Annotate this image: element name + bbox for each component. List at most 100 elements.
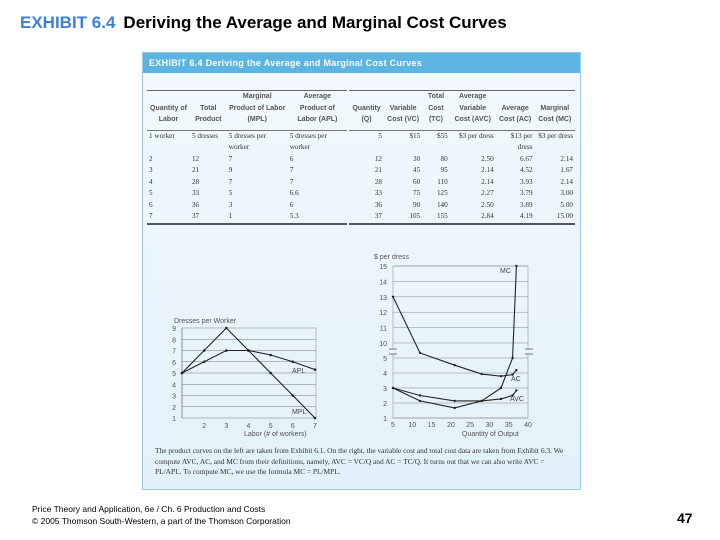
table-cell: 7 bbox=[289, 177, 294, 186]
table-cell: 12 bbox=[191, 154, 200, 163]
table-cell: 15.00 bbox=[556, 212, 573, 220]
table-cell: 105 bbox=[409, 212, 421, 220]
plot-border bbox=[392, 265, 529, 419]
table-row: 5 $15 $55 $3 per dress $13 per dress $3 per d… bbox=[349, 130, 575, 154]
table-row: 7 37 1 5.3 bbox=[147, 211, 347, 224]
table-cell: 3.79 bbox=[519, 189, 533, 197]
table-cell: $15 bbox=[409, 131, 421, 140]
x-tick-label: 35 bbox=[505, 422, 513, 429]
data-point bbox=[453, 406, 456, 410]
axis-break-mark bbox=[389, 349, 397, 354]
y-tick-label: 1 bbox=[172, 416, 176, 423]
data-point bbox=[499, 397, 503, 401]
series-line-mc bbox=[392, 265, 517, 409]
y-tick-label: 9 bbox=[172, 326, 176, 333]
table-cell: 2.14 bbox=[481, 166, 494, 174]
table-cell: 7 bbox=[228, 154, 233, 163]
column-header: Average Variable Cost (AVC) bbox=[454, 93, 491, 123]
x-tick-label: 4 bbox=[247, 423, 251, 430]
data-point bbox=[480, 372, 483, 376]
table-row: 36 90 140 2.50 3.89 5.00 bbox=[349, 200, 575, 212]
data-point bbox=[453, 399, 456, 403]
table-row: 1 worker 5 dresses 5 dresses per worker 5 d… bbox=[147, 130, 347, 154]
y-tick-label: 2 bbox=[383, 401, 387, 408]
x-tick-label: 40 bbox=[524, 422, 532, 429]
footer-line-2: © 2005 Thomson South-Western, a part of … bbox=[32, 516, 291, 526]
table-cell: 37 bbox=[191, 212, 200, 220]
table-cell: 6 bbox=[289, 200, 294, 209]
column-header: Marginal Product of Labor (MPL) bbox=[229, 93, 286, 123]
series-label: MC bbox=[500, 268, 511, 275]
data-point bbox=[391, 386, 395, 390]
table-cell: 90 bbox=[413, 200, 421, 209]
title-prefix: EXHIBIT 6.4 bbox=[20, 13, 116, 32]
data-point bbox=[511, 373, 514, 376]
table-cell: 110 bbox=[437, 177, 448, 186]
y-tick-label: 4 bbox=[172, 382, 176, 389]
table-cell: 5 dresses per worker bbox=[289, 131, 327, 152]
data-point bbox=[515, 264, 518, 268]
y-tick-label: 3 bbox=[172, 394, 176, 401]
table-cell: 80 bbox=[440, 154, 448, 163]
column-header: Total Cost (TC) bbox=[427, 93, 445, 123]
column-header: Quantity (Q) bbox=[352, 104, 381, 124]
series-label: APL bbox=[292, 368, 305, 375]
table-cell: $3 per dress bbox=[538, 131, 573, 140]
data-point bbox=[180, 371, 184, 375]
table-cell: 21 bbox=[191, 166, 200, 174]
column-header: Total Product bbox=[195, 104, 222, 124]
data-point bbox=[225, 349, 228, 352]
series-label: AVC bbox=[510, 396, 524, 403]
column-header: Quantity of Labor bbox=[150, 104, 187, 124]
table-cell: 7 bbox=[289, 166, 294, 174]
x-tick-label: 2 bbox=[202, 423, 206, 430]
table-cell: 2.50 bbox=[481, 200, 494, 209]
data-point bbox=[202, 360, 206, 364]
table-cell: 60 bbox=[413, 177, 421, 186]
table-cell: 28 bbox=[374, 177, 383, 186]
y-tick-label: 6 bbox=[172, 360, 176, 367]
table-cell: 1 worker bbox=[149, 131, 175, 140]
y-tick-label: 5 bbox=[383, 356, 387, 363]
table-row: 37 105 155 2.84 4.19 15.00 bbox=[349, 211, 575, 224]
y-tick-label: 1 bbox=[383, 416, 387, 423]
data-point bbox=[291, 394, 295, 397]
data-point bbox=[499, 374, 503, 378]
data-point bbox=[453, 364, 456, 367]
exhibit-caption: The product curves on the left are taken… bbox=[155, 446, 564, 476]
production-table: Quantity of Labor Total Product Marginal P… bbox=[147, 90, 347, 225]
table-cell: 2.14 bbox=[560, 177, 573, 186]
column-header: Average Product of Labor (APL) bbox=[297, 93, 338, 123]
table-cell: 4.19 bbox=[519, 212, 533, 220]
slide-title: EXHIBIT 6.4 Deriving the Average and Marg… bbox=[20, 13, 507, 33]
table-cell: $55 bbox=[436, 131, 448, 140]
y-tick-label: 10 bbox=[379, 341, 387, 348]
series-label: AC bbox=[511, 376, 521, 383]
y-tick-label: 11 bbox=[380, 326, 387, 333]
table-cell: 4.52 bbox=[519, 166, 533, 174]
table-cell: 1 bbox=[228, 212, 233, 220]
data-point bbox=[391, 295, 395, 298]
table-row: 4 28 7 7 bbox=[147, 177, 347, 189]
table-cell: 21 bbox=[374, 166, 383, 174]
x-tick-label: 5 bbox=[269, 423, 273, 430]
table-cell: 6.6 bbox=[289, 189, 299, 197]
data-point bbox=[418, 399, 422, 403]
y-tick-label: 13 bbox=[379, 295, 387, 302]
series-label: MPL bbox=[292, 409, 307, 416]
x-tick-label: 30 bbox=[486, 422, 494, 429]
table-cell: 2.84 bbox=[481, 212, 494, 220]
x-axis-label: Labor (# of workers) bbox=[244, 431, 307, 438]
table-cell: 140 bbox=[436, 200, 448, 209]
table-cell: 5 dresses bbox=[191, 131, 219, 140]
table-cell: 12 bbox=[374, 154, 383, 163]
table-cell: 155 bbox=[436, 212, 448, 220]
table-cell: 30 bbox=[413, 154, 421, 163]
y-axis-label: $ per dress bbox=[374, 254, 410, 261]
y-tick-label: 8 bbox=[172, 337, 176, 344]
table-cell: 3 bbox=[228, 200, 233, 209]
table-row: 6 36 3 6 bbox=[147, 200, 347, 212]
y-tick-label: 3 bbox=[383, 386, 387, 393]
title-text: Deriving the Average and Marginal Cost C… bbox=[123, 13, 507, 32]
